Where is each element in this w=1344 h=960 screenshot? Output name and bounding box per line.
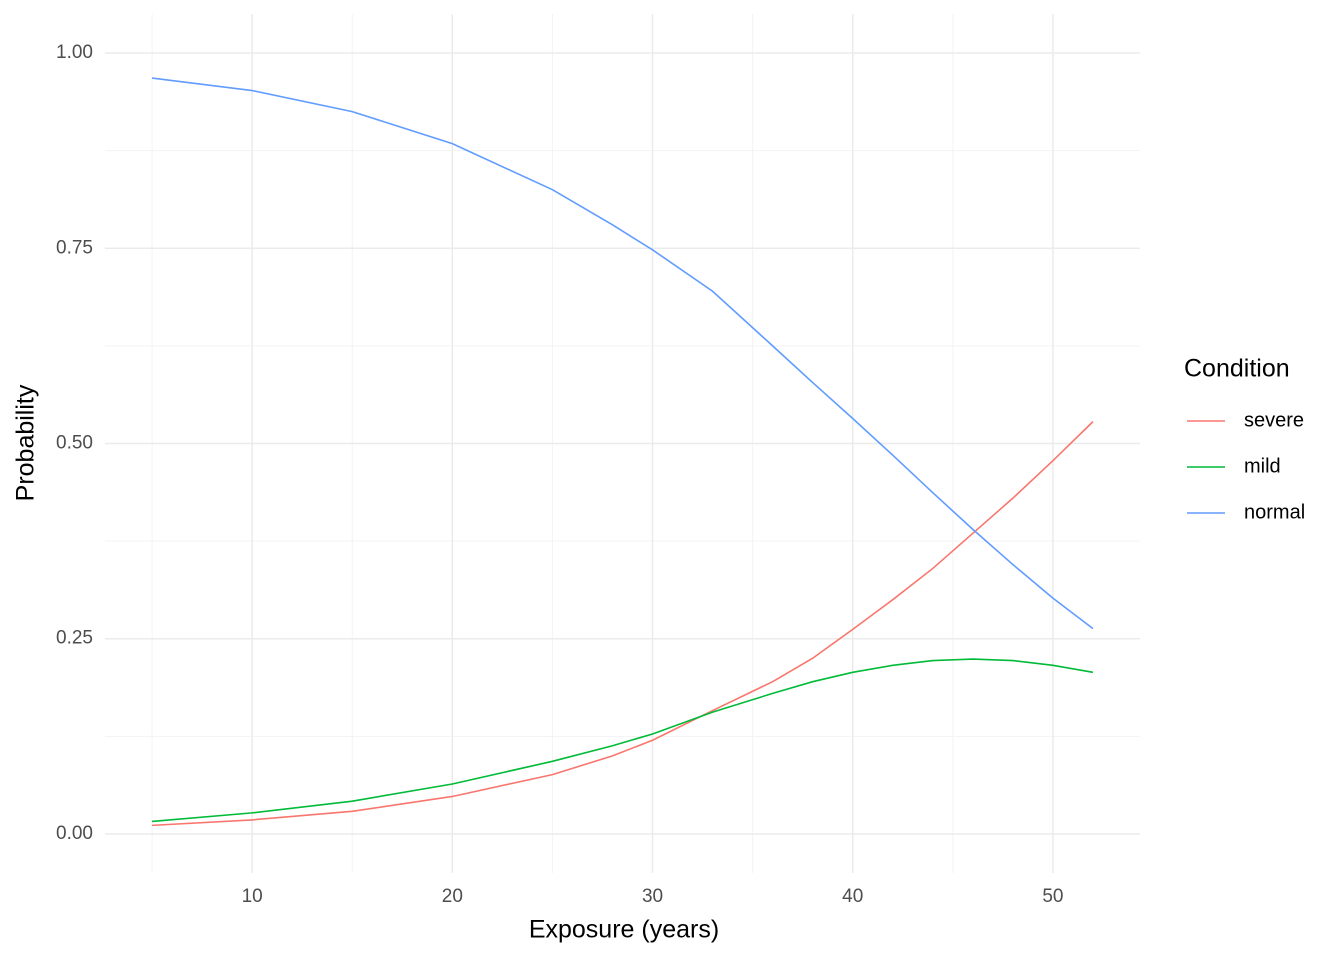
- plot-lines: [151, 77, 1094, 827]
- y-axis-title: Probability: [12, 384, 40, 501]
- x-tick-label: 30: [642, 886, 663, 907]
- y-tick-label: 0.50: [56, 433, 93, 454]
- y-tick-label: 0.00: [56, 823, 93, 844]
- series-line: [152, 421, 1094, 827]
- x-axis-title: Exposure (years): [529, 916, 719, 944]
- legend-title: Condition: [1184, 355, 1290, 383]
- x-tick-label: 10: [242, 886, 263, 907]
- x-tick-label: 50: [1042, 886, 1063, 907]
- series-line: [151, 658, 1094, 823]
- x-tick-label: 40: [842, 886, 863, 907]
- y-tick-label: 0.25: [56, 628, 93, 649]
- y-tick-label: 1.00: [56, 42, 93, 63]
- y-tick-label: 0.75: [56, 237, 93, 258]
- legend-label: normal: [1244, 501, 1305, 523]
- grid: [105, 14, 1140, 873]
- x-tick-label: 20: [442, 886, 463, 907]
- legend-label: mild: [1244, 455, 1281, 477]
- series-line: [151, 77, 1094, 630]
- legend-label: severe: [1244, 409, 1304, 431]
